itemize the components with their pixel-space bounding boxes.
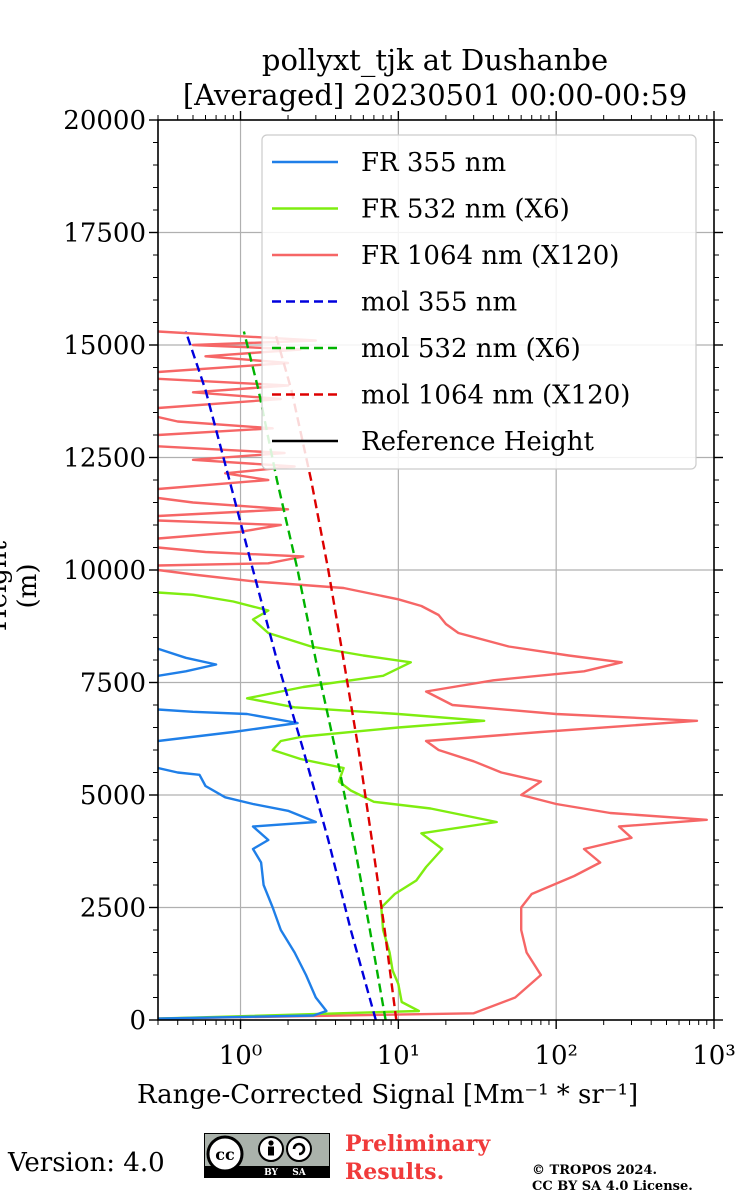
y-tick-label: 5000	[80, 781, 146, 811]
y-tick-label: 15000	[63, 331, 146, 361]
legend-label: mol 355 nm	[361, 288, 517, 318]
y-tick-labels: 0 2500 5000 7500 10000 12500 15000 17500 20000	[63, 106, 146, 1036]
version-label: Version: 4.0	[8, 1148, 165, 1178]
series-fr-355-nm-segment	[158, 647, 218, 677]
series-fr-1064-nm-x120-segment	[158, 546, 305, 567]
y-tick-label: 20000	[63, 106, 146, 136]
legend-label: Reference Height	[361, 427, 595, 457]
preliminary-line1: Preliminary	[345, 1131, 491, 1157]
y-tick-label: 12500	[63, 444, 146, 474]
y-tick-label: 0	[129, 1006, 146, 1036]
x-tick-label: 10⁰	[219, 1041, 263, 1071]
x-axis-label: Range-Corrected Signal [Mm⁻¹ * sr⁻¹]	[137, 1080, 639, 1110]
legend-label: mol 1064 nm (X120)	[361, 381, 630, 411]
y-axis-label: Height (m)	[0, 540, 43, 632]
cc-by-sa-badge-icon: cc BY SA	[204, 1133, 330, 1178]
y-tick-label: 10000	[63, 556, 146, 586]
preliminary-notice: Preliminary Results.	[345, 1130, 490, 1186]
y-tick-label: 17500	[63, 219, 146, 249]
x-tick-label: 10³	[692, 1041, 736, 1071]
sa-text: SA	[292, 1168, 306, 1178]
cc-text: cc	[215, 1145, 235, 1164]
x-tick-label: 10²	[534, 1041, 578, 1071]
x-tick-labels: 10⁰ 10¹ 10² 10³	[219, 1041, 736, 1071]
series-fr-1064-nm-x120-segment	[158, 415, 274, 437]
copyright-line1: © TROPOS 2024.	[532, 1163, 658, 1178]
chart-svg: 0 2500 5000 7500 10000 12500 15000 17500 20000 1…	[63, 106, 736, 1071]
series-fr-355-nm-segment	[158, 708, 299, 743]
preliminary-line2: Results.	[345, 1159, 445, 1185]
legend-label: FR 1064 nm (X120)	[361, 241, 619, 271]
legend: FR 355 nm FR 532 nm (X6) FR 1064 nm (X120)…	[261, 134, 697, 470]
legend-label: FR 355 nm	[361, 148, 506, 178]
copyright-line2: CC BY SA 4.0 License.	[532, 1179, 693, 1194]
series-fr-1064-nm-x120-line	[158, 568, 708, 1020]
chart-title-line2: [Averaged] 20230501 00:00-00:59	[182, 78, 688, 112]
series-mol-532-nm-x6-line	[242, 331, 387, 1020]
series-fr-355-nm-line	[158, 766, 328, 1020]
copyright-notice: © TROPOS 2024. CC BY SA 4.0 License.	[532, 1163, 693, 1195]
legend-label: mol 532 nm (X6)	[361, 334, 581, 364]
series-fr-1064-nm-x120-segment	[158, 519, 282, 540]
y-tick-label: 7500	[80, 669, 146, 699]
legend-box	[261, 134, 697, 470]
chart-title-line1: pollyxt_tjk at Dushanbe	[261, 43, 609, 77]
legend-label: FR 532 nm (X6)	[361, 195, 570, 225]
series-fr-532-nm-x6-line	[158, 591, 498, 1020]
x-tick-label: 10¹	[377, 1041, 421, 1071]
by-text: BY	[264, 1168, 278, 1178]
series-fr-1064-nm-x120-segment	[158, 496, 290, 518]
y-tick-label: 2500	[80, 894, 146, 924]
axis-ticks	[149, 111, 723, 1029]
series-fr-1064-nm-x120-segment	[158, 377, 290, 410]
series-mol-355-nm-line	[184, 331, 377, 1020]
